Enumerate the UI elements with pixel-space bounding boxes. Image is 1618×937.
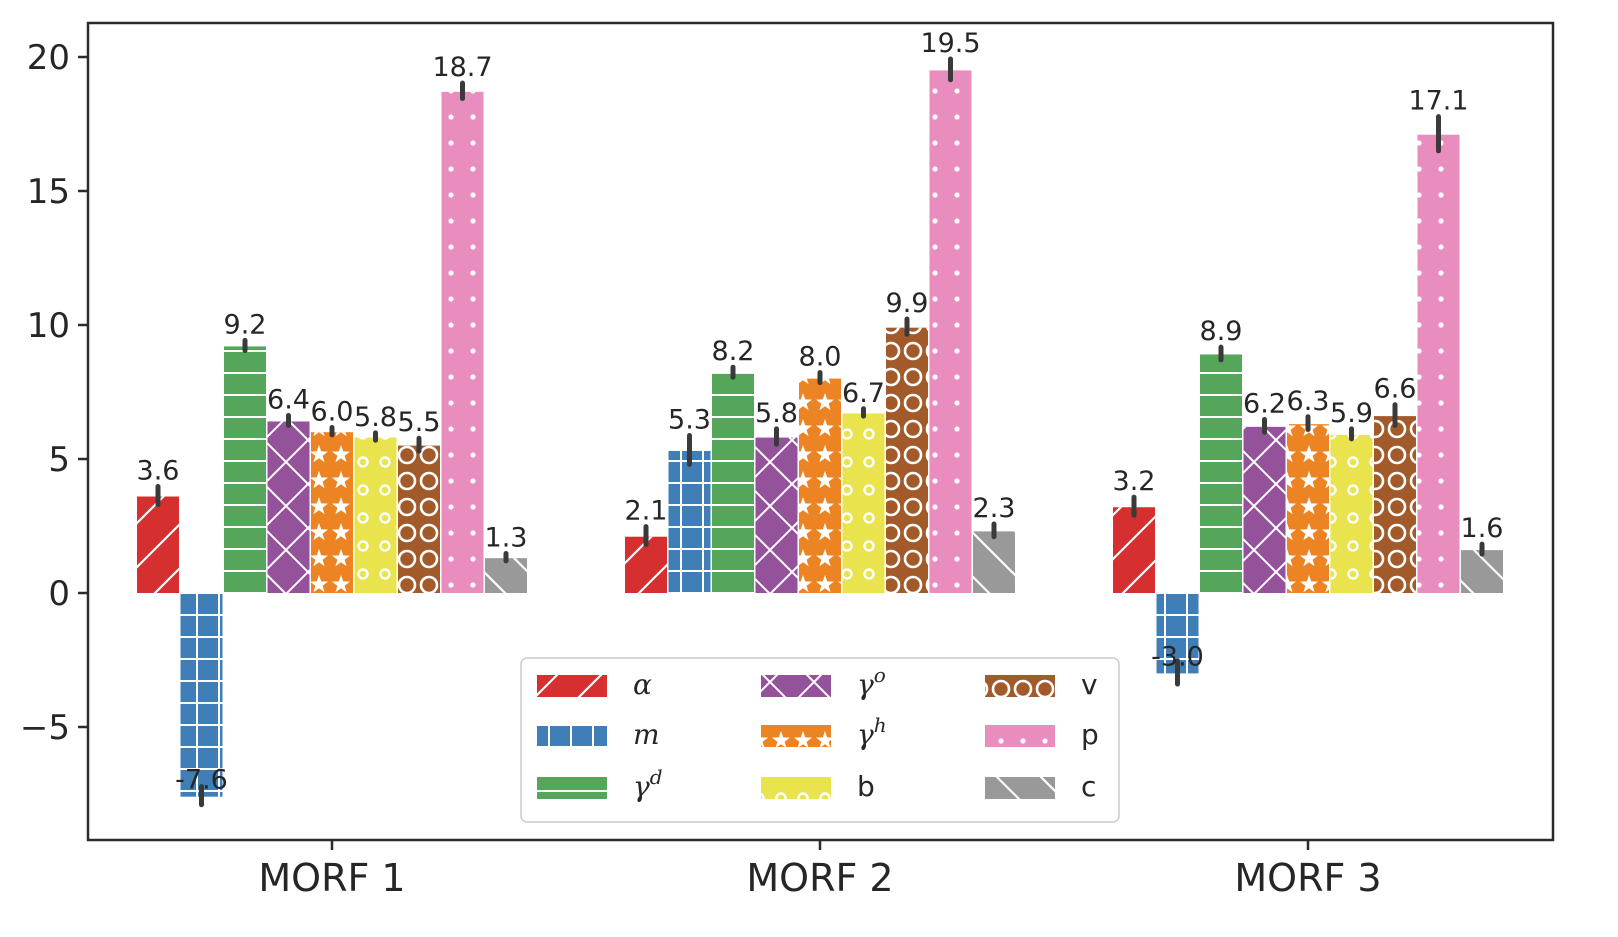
- data-label: 5.3: [668, 405, 711, 436]
- bar-hatch: [1200, 354, 1242, 593]
- data-label: 2.3: [973, 493, 1016, 524]
- bar-hatch: [668, 450, 711, 593]
- bar-hatch: [1113, 507, 1155, 593]
- legend-label: α: [633, 668, 652, 701]
- data-label: 6.2: [1243, 388, 1286, 419]
- data-label: 6.4: [267, 384, 310, 415]
- bar-hatch: [485, 558, 527, 593]
- bar-hatch: [755, 437, 798, 593]
- y-tick-label: −5: [20, 708, 70, 748]
- axis-layer: −5 0 5 10 15 20 MORF 1 MORF 2 MORF 3: [20, 21, 1555, 900]
- bar-hatch: [1461, 550, 1503, 593]
- y-tick-label: 15: [27, 172, 70, 212]
- y-tick-label: 10: [27, 306, 70, 346]
- data-label: 6.7: [842, 378, 885, 409]
- data-label: 17.1: [1408, 86, 1468, 117]
- data-label: 1.6: [1461, 513, 1504, 544]
- legend-label: γh: [857, 713, 887, 751]
- legend-label: c: [1081, 770, 1096, 803]
- data-label: 9.2: [224, 309, 267, 340]
- data-label: 6.0: [311, 397, 354, 428]
- legend: αm γd γo γh b vpc: [520, 657, 1120, 823]
- legend-label: b: [857, 770, 875, 803]
- bar-hatch: [137, 496, 179, 593]
- bar-hatch: [1417, 134, 1460, 593]
- y-tick-label: 5: [48, 440, 70, 480]
- data-label: 8.9: [1200, 316, 1243, 347]
- bar-hatch: [398, 445, 440, 593]
- data-label: 5.9: [1330, 398, 1373, 429]
- bar-hatch: [1243, 426, 1286, 593]
- bar-hatch: [311, 432, 353, 593]
- data-label: 18.7: [432, 52, 492, 83]
- data-label: 8.0: [799, 342, 842, 373]
- bar-hatch: [354, 437, 397, 593]
- bar-hatch: [799, 378, 841, 593]
- data-label: 8.2: [712, 336, 755, 367]
- data-label: 19.5: [920, 28, 980, 59]
- x-tick-label: MORF 1: [258, 856, 405, 900]
- bar-hatch: [1287, 424, 1329, 593]
- bars-layer: 3.62.13.2-7.65.3-3.09.28.28.96.4 5.8 6.26.…: [137, 28, 1504, 808]
- data-label: -7.6: [175, 765, 228, 796]
- y-tick-label: 0: [48, 574, 70, 614]
- bar-hatch: [712, 373, 754, 593]
- legend-label: p: [1081, 718, 1099, 751]
- y-tick-label: 20: [27, 38, 70, 78]
- data-label: -3.0: [1151, 641, 1204, 672]
- data-label: 9.9: [886, 288, 929, 319]
- x-tick-label: MORF 2: [746, 856, 893, 900]
- bar-hatch: [267, 421, 310, 593]
- legend-swatch-hatch: [761, 777, 831, 799]
- legend-swatch-hatch: [537, 777, 607, 799]
- bar-hatch: [929, 70, 972, 593]
- bar-hatch: [1330, 434, 1373, 593]
- data-label: 1.3: [485, 522, 528, 553]
- legend-label: v: [1081, 668, 1098, 701]
- bar-hatch: [180, 593, 223, 797]
- bar-hatch: [441, 91, 484, 593]
- legend-swatch-hatch: [985, 725, 1055, 747]
- bar-hatch: [842, 413, 885, 593]
- legend-swatch-hatch: [985, 777, 1055, 799]
- legend-swatch-hatch: [537, 725, 607, 747]
- legend-label: γo: [857, 663, 886, 701]
- data-label: 2.1: [625, 496, 668, 527]
- legend-swatch-hatch: [537, 675, 607, 697]
- bar-hatch: [1374, 416, 1416, 593]
- legend-swatch-hatch: [761, 725, 831, 747]
- x-tick-label: MORF 3: [1234, 856, 1381, 900]
- data-label: 3.6: [137, 455, 180, 486]
- data-label: 5.8: [354, 402, 397, 433]
- legend-label: γd: [633, 765, 663, 803]
- data-label: 6.6: [1374, 374, 1417, 405]
- legend-label: m: [633, 718, 660, 751]
- legend-swatch-hatch: [761, 675, 831, 697]
- data-label: 5.8: [755, 398, 798, 429]
- data-label: 5.5: [398, 407, 441, 438]
- data-label: 6.3: [1287, 386, 1330, 417]
- bar-hatch: [224, 346, 266, 593]
- bar-hatch: [886, 327, 928, 593]
- bar-hatch: [973, 531, 1015, 593]
- legend-swatch-hatch: [985, 675, 1055, 697]
- data-label: 3.2: [1113, 466, 1156, 497]
